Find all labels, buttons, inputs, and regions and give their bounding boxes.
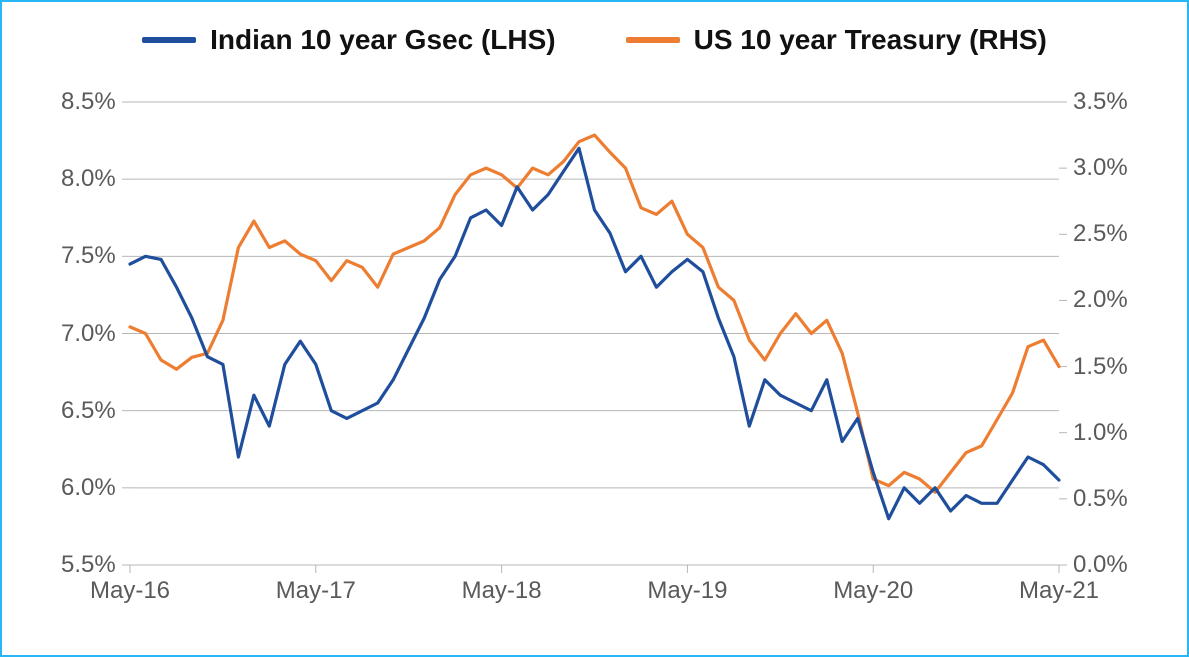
chart-frame: Indian 10 year Gsec (LHS) US 10 year Tre…: [0, 0, 1189, 657]
legend-swatch-gsec: [142, 37, 196, 43]
axis-tick-label: May-20: [833, 577, 913, 605]
axis-tick-label: May-17: [276, 577, 356, 605]
plot-svg: [50, 92, 1139, 615]
axis-tick-label: May-19: [647, 577, 727, 605]
axis-tick-label: 7.5%: [61, 242, 116, 270]
axis-tick-label: 0.5%: [1073, 485, 1128, 513]
axis-tick-label: 8.0%: [61, 165, 116, 193]
legend-swatch-ust: [626, 37, 680, 43]
legend-label-gsec: Indian 10 year Gsec (LHS): [210, 24, 555, 56]
legend: Indian 10 year Gsec (LHS) US 10 year Tre…: [2, 24, 1187, 56]
axis-tick-label: 5.5%: [61, 551, 116, 579]
axis-tick-label: 1.0%: [1073, 419, 1128, 447]
axis-tick-label: May-18: [462, 577, 542, 605]
legend-item-gsec: Indian 10 year Gsec (LHS): [142, 24, 555, 56]
legend-label-ust: US 10 year Treasury (RHS): [694, 24, 1047, 56]
legend-item-ust: US 10 year Treasury (RHS): [626, 24, 1047, 56]
axis-tick-label: 6.0%: [61, 474, 116, 502]
axis-tick-label: 3.5%: [1073, 88, 1128, 116]
axis-tick-label: 1.5%: [1073, 353, 1128, 381]
axis-tick-label: 0.0%: [1073, 551, 1128, 579]
axis-tick-label: 8.5%: [61, 88, 116, 116]
axis-tick-label: 7.0%: [61, 320, 116, 348]
axis-tick-label: 6.5%: [61, 397, 116, 425]
axis-tick-label: May-21: [1019, 577, 1099, 605]
axis-tick-label: 2.0%: [1073, 286, 1128, 314]
axis-tick-label: 3.0%: [1073, 154, 1128, 182]
axis-tick-label: 2.5%: [1073, 220, 1128, 248]
plot-area: 5.5%6.0%6.5%7.0%7.5%8.0%8.5%0.0%0.5%1.0%…: [50, 92, 1139, 615]
axis-tick-label: May-16: [90, 577, 170, 605]
